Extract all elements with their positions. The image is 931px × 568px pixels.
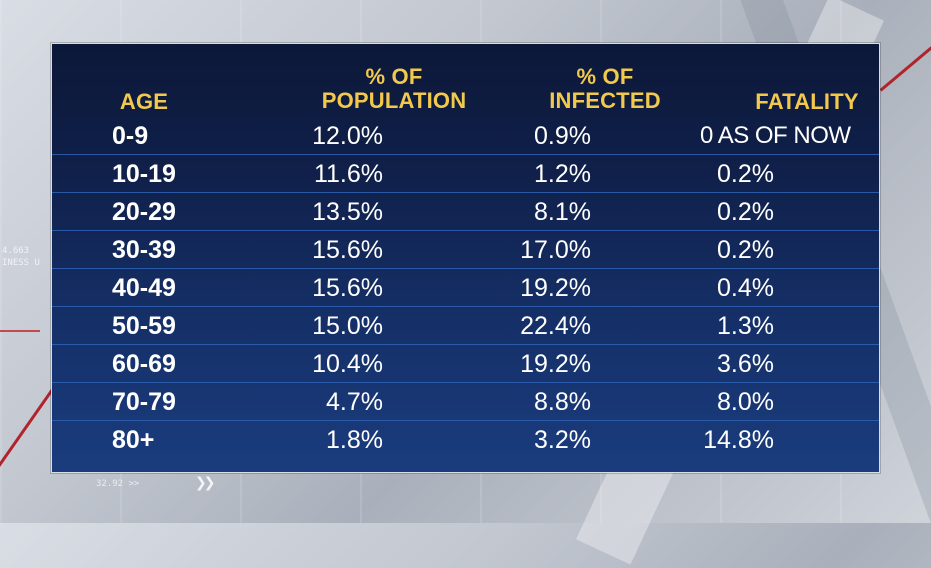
table-row: 40-49 15.6% 19.2% 0.4%: [52, 269, 879, 307]
table-row: 80+ 1.8% 3.2% 14.8%: [52, 421, 879, 459]
fatality-cell: 8.0%: [717, 388, 774, 416]
infected-cell: 0.9%: [534, 122, 591, 150]
header-infected: % OF INFECTED: [539, 65, 671, 113]
fatality-cell: 14.8%: [703, 426, 774, 454]
fatality-cell: 1.3%: [717, 312, 774, 340]
infected-cell: 19.2%: [520, 350, 591, 378]
population-cell: 12.0%: [312, 122, 383, 150]
row-divider: [52, 344, 879, 345]
row-divider: [52, 230, 879, 231]
row-divider: [52, 382, 879, 383]
table-row: 0-9 12.0% 0.9% 0 AS OF NOW: [52, 117, 879, 155]
background-ticker-text: 32.92 >>: [96, 479, 140, 489]
row-divider: [52, 306, 879, 307]
infected-cell: 8.1%: [534, 198, 591, 226]
infected-cell: 3.2%: [534, 426, 591, 454]
table-row: 20-29 13.5% 8.1% 0.2%: [52, 193, 879, 231]
background-ticker-text: 4.663: [2, 246, 30, 256]
age-cell: 60-69: [112, 350, 176, 378]
row-divider: [52, 420, 879, 421]
header-age-label: AGE: [119, 89, 169, 114]
background-red-accent: [0, 330, 40, 332]
table-row: 70-79 4.7% 8.8% 8.0%: [52, 383, 879, 421]
infected-cell: 8.8%: [534, 388, 591, 416]
header-population: % OF POPULATION: [309, 65, 479, 113]
infected-cell: 22.4%: [520, 312, 591, 340]
age-cell: 10-19: [112, 160, 176, 188]
header-fatality-label: FATALITY: [755, 89, 859, 114]
header-infected-line2: INFECTED: [549, 88, 661, 113]
fatality-cell: 0 AS OF NOW: [700, 122, 851, 149]
age-cell: 30-39: [112, 236, 176, 264]
header-infected-line1: % OF: [576, 64, 634, 89]
header-population-line1: % OF: [365, 64, 423, 89]
population-cell: 11.6%: [313, 160, 383, 188]
table-row: 10-19 11.6% 1.2% 0.2%: [52, 155, 879, 193]
infected-cell: 17.0%: [520, 236, 591, 264]
header-population-line2: POPULATION: [321, 88, 467, 113]
fatality-cell: 0.4%: [717, 274, 774, 302]
data-table-panel: AGE % OF POPULATION % OF INFECTED FATALI…: [51, 43, 880, 473]
table-row: 60-69 10.4% 19.2% 3.6%: [52, 345, 879, 383]
background-ticker-text: INESS U: [2, 258, 40, 268]
fatality-cell: 0.2%: [717, 198, 774, 226]
age-cell: 80+: [112, 426, 155, 454]
age-cell: 20-29: [112, 198, 176, 226]
fatality-cell: 3.6%: [717, 350, 774, 378]
table-row: 30-39 15.6% 17.0% 0.2%: [52, 231, 879, 269]
population-cell: 15.6%: [312, 236, 383, 264]
infected-cell: 1.2%: [534, 160, 591, 188]
infected-cell: 19.2%: [520, 274, 591, 302]
age-cell: 70-79: [112, 388, 176, 416]
population-cell: 10.4%: [312, 350, 383, 378]
age-cell: 0-9: [112, 122, 149, 150]
header-age: AGE: [114, 90, 174, 114]
population-cell: 4.7%: [326, 388, 383, 416]
header-fatality: FATALITY: [742, 90, 872, 114]
table-row: 50-59 15.0% 22.4% 1.3%: [52, 307, 879, 345]
age-cell: 50-59: [112, 312, 176, 340]
fatality-cell: 0.2%: [717, 160, 774, 188]
age-cell: 40-49: [112, 274, 176, 302]
row-divider: [52, 192, 879, 193]
row-divider: [52, 268, 879, 269]
row-divider: [52, 154, 879, 155]
population-cell: 15.0%: [312, 312, 383, 340]
population-cell: 15.6%: [312, 274, 383, 302]
population-cell: 1.8%: [326, 426, 383, 454]
fatality-cell: 0.2%: [717, 236, 774, 264]
double-chevron-icon: ❯❯: [195, 475, 216, 491]
population-cell: 13.5%: [312, 198, 383, 226]
